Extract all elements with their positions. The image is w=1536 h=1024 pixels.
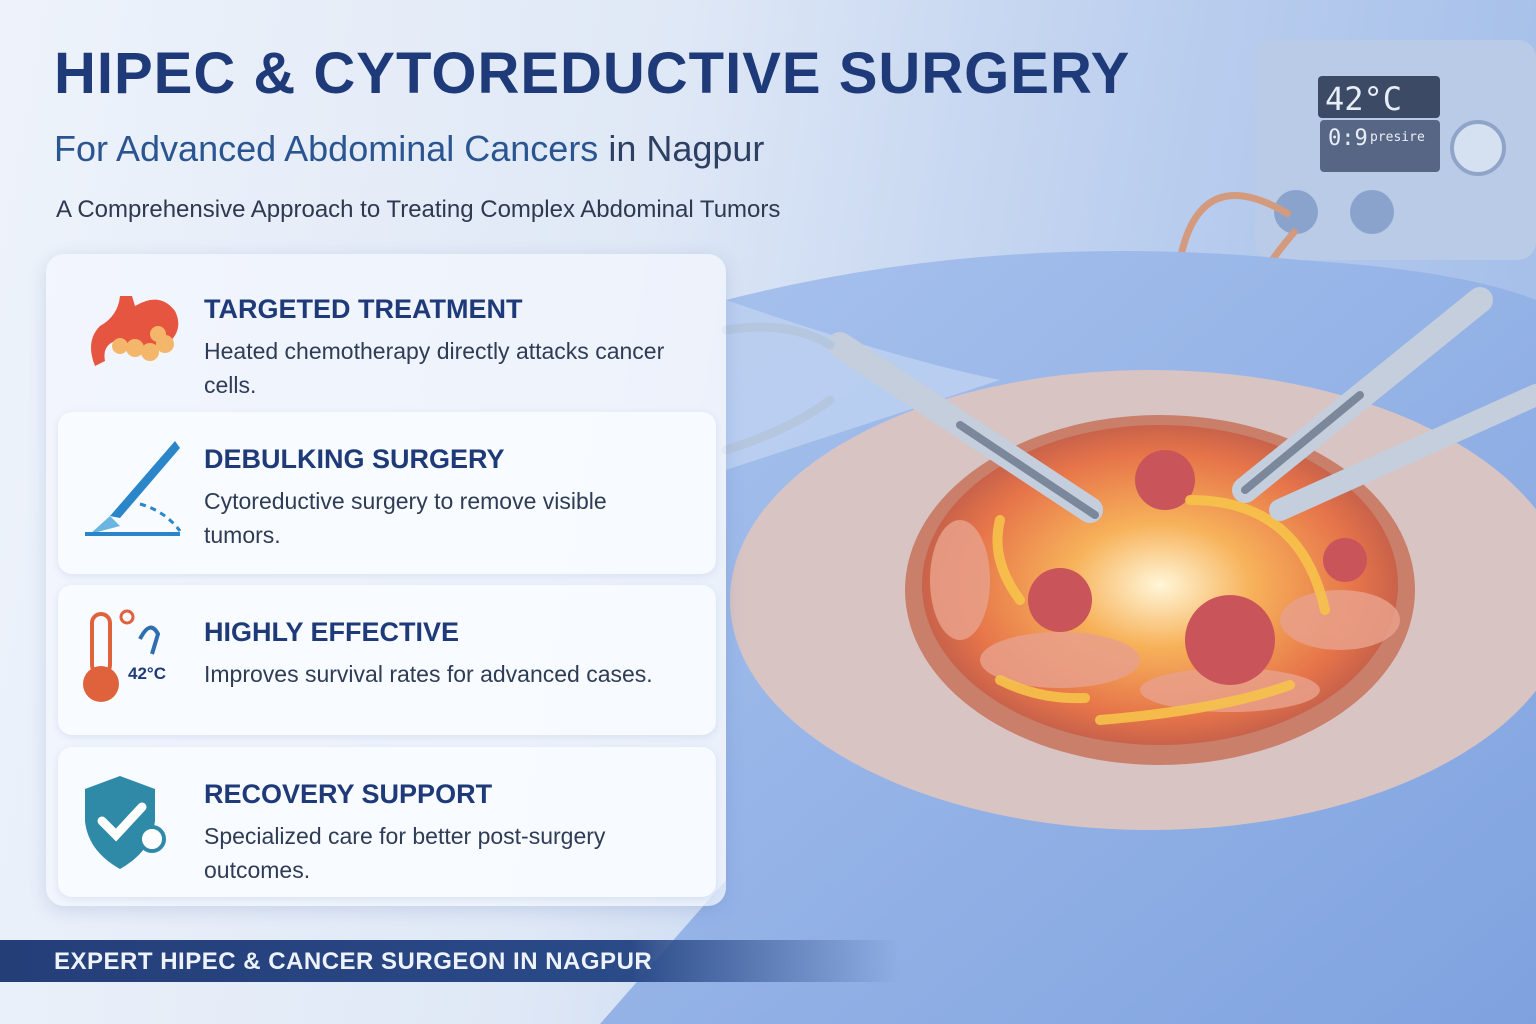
thermometer-label: 42°C [128,664,166,683]
footer-banner: EXPERT HIPEC & CANCER SURGEON IN NAGPUR [0,940,900,982]
page-title: HIPEC & CYTOREDUCTIVE SURGERY [54,41,1131,106]
machine-temp: 42°C [1325,80,1402,118]
shield-check-icon [85,776,166,869]
feature-text: Specialized care for better post-surgery… [204,823,606,883]
feature-title: RECOVERY SUPPORT [204,779,493,809]
feature-title: HIGHLY EFFECTIVE [204,617,460,647]
feature-title: DEBULKING SURGERY [204,444,505,474]
machine-readout-label: presire [1370,130,1425,145]
feature-text: Cytoreductive surgery to remove visible … [204,488,607,548]
page-subtitle: For Advanced Abdominal Cancers in Nagpur [54,128,764,170]
stomach-icon [91,296,179,366]
machine-readout: 0:9 [1328,126,1368,151]
feature-card-highly-effective: 42°C HIGHLY EFFECTIVE Improves survival … [58,585,716,735]
tagline: A Comprehensive Approach to Treating Com… [56,196,781,223]
feature-text: Improves survival rates for advanced cas… [204,661,653,687]
feature-card-targeted-treatment: TARGETED TREATMENT Heated chemotherapy d… [58,262,716,412]
feature-card-debulking-surgery: DEBULKING SURGERY Cytoreductive surgery … [58,412,716,574]
feature-title: TARGETED TREATMENT [204,294,523,324]
feature-text: Heated chemotherapy directly attacks can… [204,338,665,398]
scalpel-icon [85,441,182,536]
thermometer-icon: 42°C [83,609,166,702]
subtitle-main: For Advanced Abdominal Cancers [54,128,599,169]
laparoscopic-instruments [721,287,1536,523]
banner-text: EXPERT HIPEC & CANCER SURGEON IN NAGPUR [54,948,653,975]
subtitle-location: in Nagpur [608,128,765,169]
feature-card-recovery-support: RECOVERY SUPPORT Specialized care for be… [58,747,716,897]
hipec-machine: 42°C 0:9 presire [1176,40,1536,282]
